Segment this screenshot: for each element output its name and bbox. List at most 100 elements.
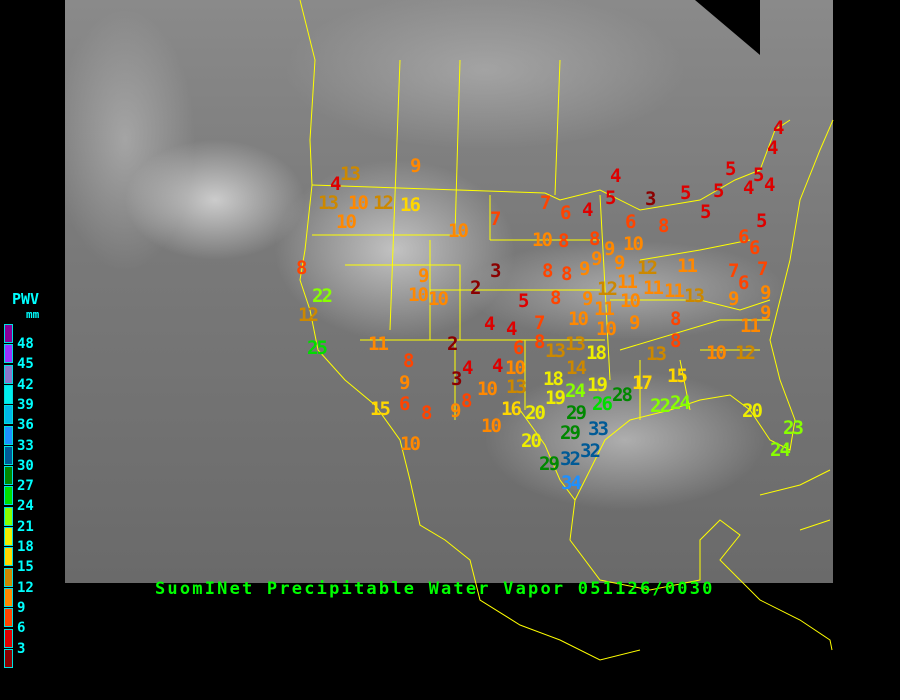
legend-label: 33 [17,437,34,454]
station-pwv-value: 12 [637,257,658,279]
legend-swatch [4,405,13,425]
station-pwv-value: 8 [670,308,682,330]
station-pwv-value: 20 [742,400,763,422]
station-pwv-value: 13 [545,340,566,362]
station-pwv-value: 5 [700,201,712,223]
station-pwv-value: 16 [400,194,421,216]
station-pwv-value: 32 [580,440,601,462]
station-pwv-value: 12 [373,192,394,214]
station-pwv-value: 20 [521,430,542,452]
station-pwv-value: 8 [542,260,554,282]
station-pwv-value: 10 [706,342,727,364]
station-pwv-value: 7 [757,258,769,280]
west-coast [299,0,641,661]
station-pwv-value: 4 [610,165,622,187]
station-pwv-value: 4 [764,174,776,196]
station-pwv-value: 9 [450,400,462,422]
legend-label: 27 [17,478,34,495]
station-pwv-value: 9 [629,312,641,334]
station-pwv-value: 8 [534,331,546,353]
station-pwv-value: 11 [643,277,664,299]
legend-label: 30 [17,457,34,474]
legend-label: 48 [17,336,34,352]
station-pwv-value: 8 [550,287,562,309]
station-pwv-value: 6 [738,226,750,248]
station-pwv-value: 15 [370,398,391,420]
station-pwv-value: 9 [760,282,772,304]
station-pwv-value: 11 [740,315,761,337]
station-pwv-value: 2 [447,333,459,355]
station-pwv-value: 4 [484,313,496,335]
station-pwv-value: 10 [348,192,369,214]
state-lines [312,59,771,420]
legend-swatch [4,466,13,486]
station-pwv-value: 6 [749,237,761,259]
map-title: SuomINet Precipitable Water Vapor 051126… [155,579,715,599]
station-pwv-value: 11 [594,298,615,320]
station-pwv-value: 5 [725,158,737,180]
legend-swatch [4,547,13,567]
station-pwv-value: 10 [408,284,429,306]
station-pwv-value: 5 [518,290,530,312]
station-pwv-value: 10 [505,357,526,379]
station-pwv-value: 9 [591,248,603,270]
legend-swatch [4,648,13,668]
canada-us-border [311,119,791,211]
station-pwv-value: 6 [399,393,411,415]
station-pwv-value: 11 [617,271,638,293]
station-pwv-value: 10 [532,229,553,251]
legend-swatch [4,527,13,546]
station-pwv-value: 10 [620,290,641,312]
station-pwv-value: 15 [667,365,688,387]
station-pwv-value: 12 [735,342,756,364]
station-pwv-value: 11 [677,255,698,277]
station-pwv-value: 7 [728,260,740,282]
legend-swatch [4,587,13,607]
station-pwv-value: 8 [589,228,601,250]
station-pwv-value: 33 [588,418,609,440]
station-pwv-value: 14 [566,357,587,379]
station-pwv-value: 10 [596,318,617,340]
station-pwv-value: 18 [543,368,564,390]
station-pwv-value: 29 [539,453,560,475]
gulf-coast [519,119,834,501]
station-pwv-value: 8 [658,215,670,237]
mexico-coast [569,499,833,651]
legend-label: 36 [17,417,34,434]
caribbean [759,469,831,531]
station-pwv-value: 8 [461,390,473,412]
station-pwv-value: 8 [296,257,308,279]
station-pwv-value: 8 [558,230,570,252]
station-pwv-value: 7 [534,312,546,334]
station-pwv-value: 9 [604,238,616,260]
station-pwv-value: 24 [770,439,791,461]
station-pwv-value: 5 [756,210,768,232]
legend-swatch [4,486,13,506]
station-pwv-value: 16 [501,398,522,420]
station-pwv-value: 13 [506,376,527,398]
station-pwv-value: 8 [561,263,573,285]
station-pwv-value: 13 [684,285,705,307]
station-pwv-value: 10 [400,433,421,455]
legend-swatch [4,425,13,445]
station-pwv-value: 26 [592,393,613,415]
station-pwv-value: 17 [632,372,653,394]
station-pwv-value: 32 [560,448,581,470]
station-pwv-value: 10 [448,220,469,242]
station-pwv-value: 29 [566,402,587,424]
station-pwv-value: 10 [336,211,357,233]
legend-label: 45 [17,356,34,373]
legend-unit: mm [26,308,40,321]
station-pwv-value: 3 [645,188,657,210]
station-pwv-value: 10 [568,308,589,330]
legend-swatch [4,628,13,648]
satellite-image [65,0,833,583]
station-pwv-value: 11 [664,280,685,302]
legend-label: 42 [17,376,34,393]
station-pwv-value: 9 [410,155,422,177]
station-pwv-value: 9 [614,252,626,274]
station-pwv-value: 6 [513,337,525,359]
legend-label: 18 [17,539,34,555]
station-pwv-value: 7 [540,192,552,214]
station-pwv-value: 23 [783,417,804,439]
